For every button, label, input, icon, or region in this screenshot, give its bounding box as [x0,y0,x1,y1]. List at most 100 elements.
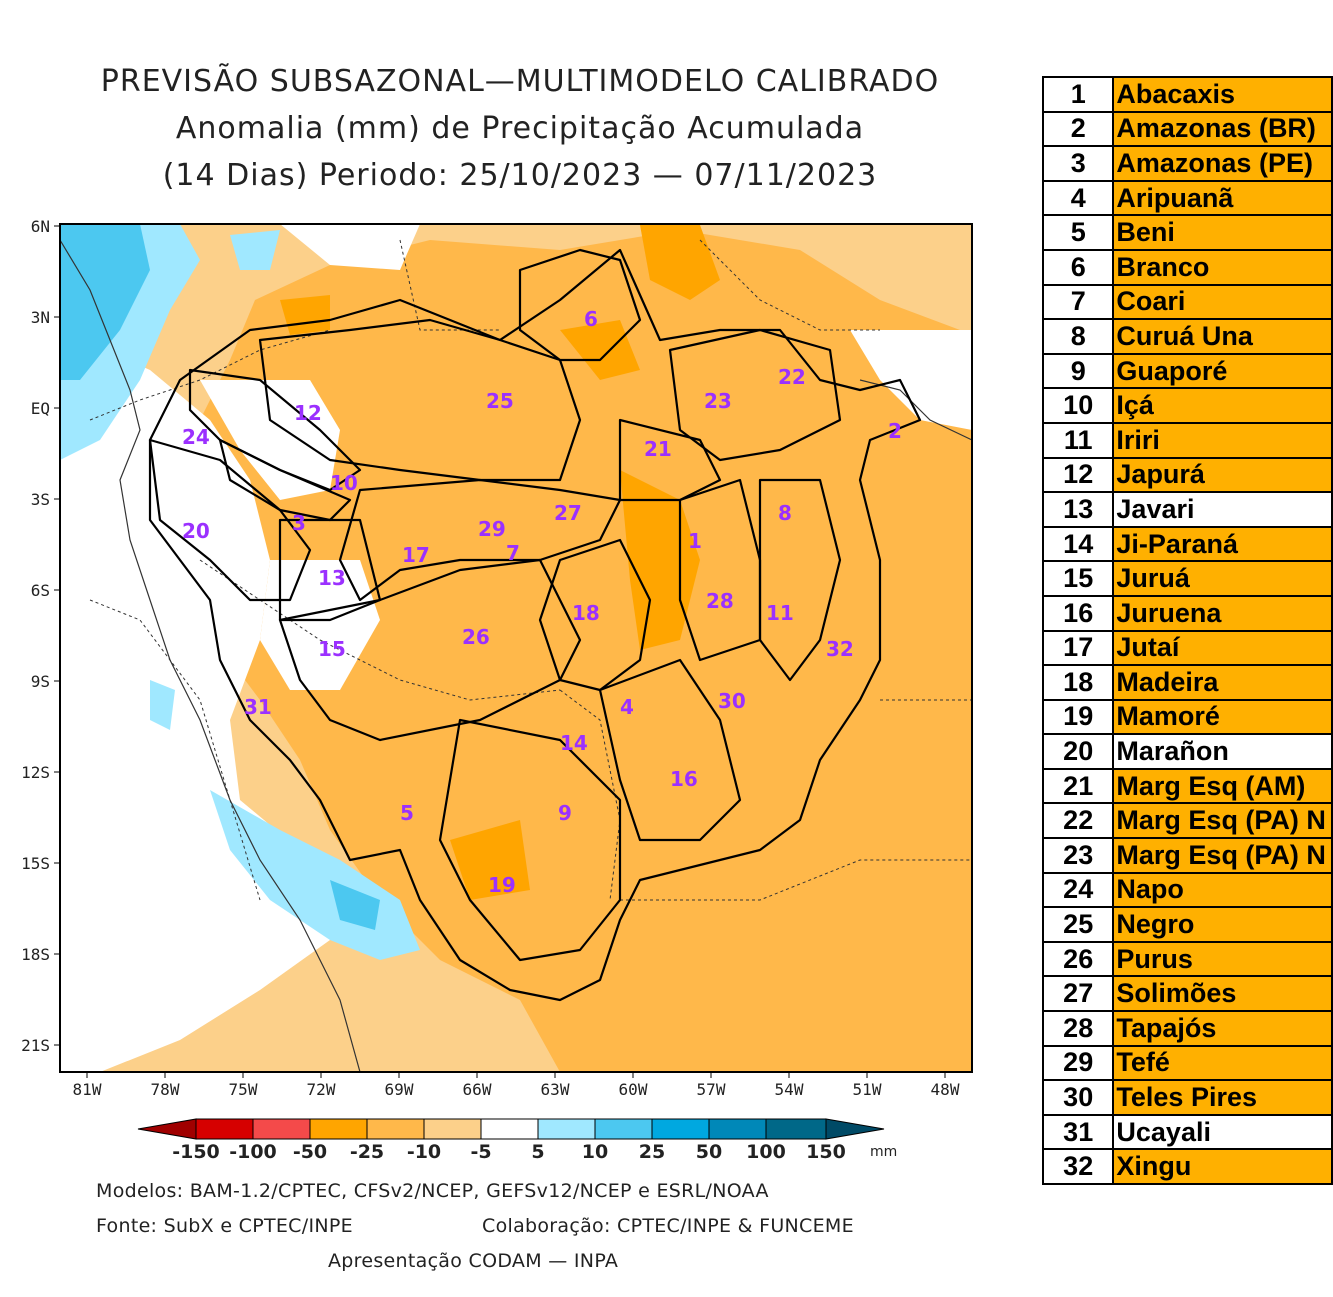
table-row: 11 Iriri [1043,423,1332,458]
lat-label: 6S [31,581,50,600]
table-row: 25 Negro [1043,907,1332,942]
basin-name: Napo [1113,873,1332,908]
basin-label: 1 [688,529,702,553]
colorbar-label: -150 [172,1141,220,1163]
table-row: 19 Mamoré [1043,700,1332,735]
basin-name: Beni [1113,215,1332,250]
table-row: 6 Branco [1043,250,1332,285]
table-row: 30 Teles Pires [1043,1080,1332,1115]
lon-label: 60W [619,1080,648,1099]
colorbar-cell [595,1119,652,1139]
colorbar-label: 150 [806,1141,846,1163]
title-line-2: Anomalia (mm) de Precipitação Acumulada [60,105,980,152]
basin-number: 6 [1043,250,1113,285]
basin-name: Amazonas (BR) [1113,112,1332,147]
table-row: 28 Tapajós [1043,1011,1332,1046]
basin-number: 13 [1043,492,1113,527]
basin-label: 10 [330,471,358,495]
table-row: 8 Curuá Una [1043,319,1332,354]
table-row: 5 Beni [1043,215,1332,250]
title-line-1: PREVISÃO SUBSAZONAL—MULTIMODELO CALIBRAD… [60,58,980,105]
footer-source: Fonte: SubX e CPTEC/INPE [96,1215,353,1237]
basin-number: 25 [1043,907,1113,942]
basin-name: Içá [1113,388,1332,423]
table-row: 24 Napo [1043,873,1332,908]
lon-label: 63W [541,1080,570,1099]
lon-label: 78W [151,1080,180,1099]
basin-number: 1 [1043,77,1113,112]
colorbar-cell [766,1119,826,1139]
lat-label: 15S [21,854,50,873]
basin-name: Xingu [1113,1149,1332,1184]
basin-name: Guaporé [1113,354,1332,389]
basin-label: 16 [670,767,698,791]
colorbar-cell [196,1119,253,1139]
lon-label: 69W [385,1080,414,1099]
table-row: 23 Marg Esq (PA) N [1043,838,1332,873]
longitude-axis: 81W 78W 75W 72W 69W 66W 63W 60W 57W 54W … [73,1072,960,1099]
basin-label: 30 [718,689,746,713]
basin-label: 19 [488,873,516,897]
lon-label: 51W [853,1080,882,1099]
basin-label: 20 [182,519,210,543]
colorbar-label: -100 [229,1141,277,1163]
table-row: 16 Juruena [1043,596,1332,631]
title-line-3: (14 Dias) Periodo: 25/10/2023 — 07/11/20… [60,152,980,199]
table-row: 3 Amazonas (PE) [1043,146,1332,181]
table-row: 15 Juruá [1043,561,1332,596]
basin-name: Marañon [1113,734,1332,769]
basin-name: Tefé [1113,1046,1332,1081]
colorbar-cell [709,1119,766,1139]
basin-label: 26 [462,625,490,649]
colorbar-cell [253,1119,310,1139]
basin-name: Negro [1113,907,1332,942]
basin-name: Purus [1113,942,1332,977]
lat-label: 21S [21,1036,50,1055]
lat-label: 18S [21,945,50,964]
colorbar-label: -5 [470,1141,491,1163]
colorbar-cell [481,1119,538,1139]
basin-label: 14 [560,731,588,755]
table-row: 1 Abacaxis [1043,77,1332,112]
colorbar-label: 5 [531,1141,544,1163]
table-row: 20 Marañon [1043,734,1332,769]
basin-name: Ucayali [1113,1115,1332,1150]
basin-number: 21 [1043,769,1113,804]
colorbar-label: -10 [407,1141,441,1163]
colorbar-cell [538,1119,595,1139]
basin-label: 31 [244,695,272,719]
basin-label: 23 [704,389,732,413]
basin-number: 15 [1043,561,1113,596]
table-row: 18 Madeira [1043,665,1332,700]
basin-number: 17 [1043,631,1113,666]
colorbar-label: -25 [350,1141,384,1163]
basin-label: 22 [778,365,806,389]
basin-number: 27 [1043,976,1113,1011]
basin-label: 11 [766,601,794,625]
basin-number: 22 [1043,803,1113,838]
lat-label: 6N [31,217,50,236]
basin-number: 12 [1043,458,1113,493]
basin-name: Juruena [1113,596,1332,631]
colorbar-cell [367,1119,424,1139]
colorbar-left-arrow [138,1119,196,1139]
table-row: 10 Içá [1043,388,1332,423]
basin-number: 20 [1043,734,1113,769]
basin-number: 28 [1043,1011,1113,1046]
basin-label: 4 [620,695,634,719]
basin-label: 3 [292,511,306,535]
basin-number: 10 [1043,388,1113,423]
basin-number: 9 [1043,354,1113,389]
basin-name: Mamoré [1113,700,1332,735]
basin-label: 28 [706,589,734,613]
table-row: 7 Coari [1043,285,1332,320]
basin-name: Abacaxis [1113,77,1332,112]
map-title: PREVISÃO SUBSAZONAL—MULTIMODELO CALIBRAD… [60,58,980,199]
basin-table: 1 Abacaxis 2 Amazonas (BR) 3 Amazonas (PE) 4 Ar… [1042,76,1333,1185]
table-row: 17 Jutaí [1043,631,1332,666]
basin-label: 27 [554,501,582,525]
basin-label: 17 [402,543,430,567]
basin-number: 5 [1043,215,1113,250]
table-row: 14 Ji-Paraná [1043,527,1332,562]
lon-label: 72W [307,1080,336,1099]
